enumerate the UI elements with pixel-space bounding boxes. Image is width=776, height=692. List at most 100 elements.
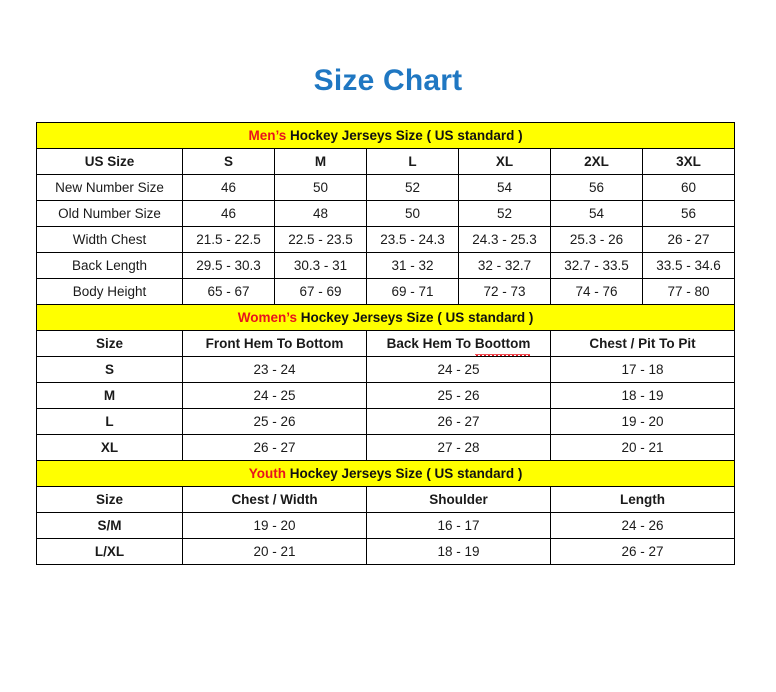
table-row: New Number Size 46 50 52 54 56 60 <box>36 174 736 201</box>
data-cell: 25 - 26 <box>182 408 367 435</box>
data-cell: 77 - 80 <box>641 278 736 305</box>
data-cell: 33.5 - 34.6 <box>641 252 736 279</box>
table-row: Old Number Size 46 48 50 52 54 56 <box>36 200 736 227</box>
table-row: Back Length 29.5 - 30.3 30.3 - 31 31 - 32 32… <box>36 252 736 279</box>
banner-highlight: Women’s <box>237 310 297 325</box>
data-cell: 20 - 21 <box>182 538 367 565</box>
table-row: Body Height 65 - 67 67 - 69 69 - 71 72 - 73 7… <box>36 278 736 305</box>
data-cell: 23 - 24 <box>182 356 367 383</box>
table-row: Width Chest 21.5 - 22.5 22.5 - 23.5 23.5 - … <box>36 226 736 253</box>
data-cell: 50 <box>274 174 367 201</box>
data-cell: 32.7 - 33.5 <box>550 252 643 279</box>
column-header: M <box>274 148 367 175</box>
data-cell: 18 - 19 <box>549 382 736 409</box>
section-banner-womens: Women’s Hockey Jerseys Size ( US standar… <box>35 304 736 331</box>
column-header: Back Hem To Boottom <box>366 330 551 357</box>
row-label: XL <box>36 434 183 461</box>
data-cell: 27 - 28 <box>366 434 551 461</box>
data-cell: 54 <box>458 174 551 201</box>
data-cell: 72 - 73 <box>458 278 551 305</box>
column-header: L <box>366 148 459 175</box>
data-cell: 32 - 32.7 <box>458 252 551 279</box>
column-header-row-womens: Size Front Hem To Bottom Back Hem To Boott… <box>36 330 736 357</box>
column-header: Shoulder <box>366 486 551 513</box>
data-cell: 18 - 19 <box>366 538 551 565</box>
data-cell: 56 <box>550 174 643 201</box>
data-cell: 21.5 - 22.5 <box>182 226 275 253</box>
data-cell: 16 - 17 <box>366 512 551 539</box>
section-banner-row-mens: Men’s Hockey Jerseys Size ( US standard … <box>35 122 736 149</box>
data-cell: 65 - 67 <box>182 278 275 305</box>
column-header: Chest / Width <box>182 486 367 513</box>
banner-highlight: Youth <box>248 466 286 481</box>
row-label: S <box>36 356 183 383</box>
banner-rest: Hockey Jerseys Size ( US standard ) <box>296 310 534 325</box>
data-cell: 54 <box>550 200 643 227</box>
column-header: Chest / Pit To Pit <box>549 330 736 357</box>
data-cell: 67 - 69 <box>274 278 367 305</box>
data-cell: 25 - 26 <box>366 382 551 409</box>
data-cell: 48 <box>274 200 367 227</box>
row-label: M <box>36 382 183 409</box>
row-label: L <box>36 408 183 435</box>
banner-rest: Hockey Jerseys Size ( US standard ) <box>286 128 523 143</box>
data-cell: 26 - 27 <box>182 434 367 461</box>
data-cell: 24 - 26 <box>549 512 736 539</box>
data-cell: 17 - 18 <box>549 356 736 383</box>
data-cell: 31 - 32 <box>366 252 459 279</box>
data-cell: 46 <box>182 174 275 201</box>
data-cell: 52 <box>458 200 551 227</box>
column-header-row-mens: US Size S M L XL 2XL 3XL <box>36 148 736 175</box>
data-cell: 19 - 20 <box>182 512 367 539</box>
data-cell: 52 <box>366 174 459 201</box>
table-row: S 23 - 24 24 - 25 17 - 18 <box>36 356 736 383</box>
column-header: Front Hem To Bottom <box>182 330 367 357</box>
data-cell: 19 - 20 <box>549 408 736 435</box>
column-header: 3XL <box>641 148 736 175</box>
column-header: Length <box>549 486 736 513</box>
data-cell: 60 <box>641 174 736 201</box>
column-header: Size <box>36 330 183 357</box>
data-cell: 24 - 25 <box>366 356 551 383</box>
data-cell: 56 <box>641 200 736 227</box>
data-cell: 26 - 27 <box>641 226 736 253</box>
data-cell: 22.5 - 23.5 <box>274 226 367 253</box>
row-label: New Number Size <box>36 174 183 201</box>
column-header: XL <box>458 148 551 175</box>
section-banner-row-womens: Women’s Hockey Jerseys Size ( US standar… <box>35 304 736 331</box>
data-cell: 25.3 - 26 <box>550 226 643 253</box>
data-cell: 20 - 21 <box>549 434 736 461</box>
spellcheck-squiggle: Boottom <box>474 332 531 356</box>
table-row: M 24 - 25 25 - 26 18 - 19 <box>36 382 736 409</box>
table-row: XL 26 - 27 27 - 28 20 - 21 <box>36 434 736 461</box>
row-label: Back Length <box>36 252 183 279</box>
page-title: Size Chart <box>313 64 463 97</box>
data-cell: 24 - 25 <box>182 382 367 409</box>
column-header: 2XL <box>550 148 643 175</box>
size-chart-table: Men’s Hockey Jerseys Size ( US standard … <box>35 122 736 565</box>
column-header: Size <box>36 486 183 513</box>
column-header: S <box>182 148 275 175</box>
row-label: Old Number Size <box>36 200 183 227</box>
banner-highlight: Men’s <box>248 128 287 143</box>
row-label: L/XL <box>36 538 183 565</box>
column-header: US Size <box>36 148 183 175</box>
data-cell: 23.5 - 24.3 <box>366 226 459 253</box>
data-cell: 74 - 76 <box>550 278 643 305</box>
row-label: Width Chest <box>36 226 183 253</box>
row-label: S/M <box>36 512 183 539</box>
data-cell: 26 - 27 <box>366 408 551 435</box>
data-cell: 30.3 - 31 <box>274 252 367 279</box>
data-cell: 69 - 71 <box>366 278 459 305</box>
banner-rest: Hockey Jerseys Size ( US standard ) <box>285 466 523 481</box>
row-label: Body Height <box>36 278 183 305</box>
data-cell: 29.5 - 30.3 <box>182 252 275 279</box>
data-cell: 50 <box>366 200 459 227</box>
data-cell: 46 <box>182 200 275 227</box>
size-chart-table-wrap: Men’s Hockey Jerseys Size ( US standard … <box>35 122 736 565</box>
table-row: L 25 - 26 26 - 27 19 - 20 <box>36 408 736 435</box>
